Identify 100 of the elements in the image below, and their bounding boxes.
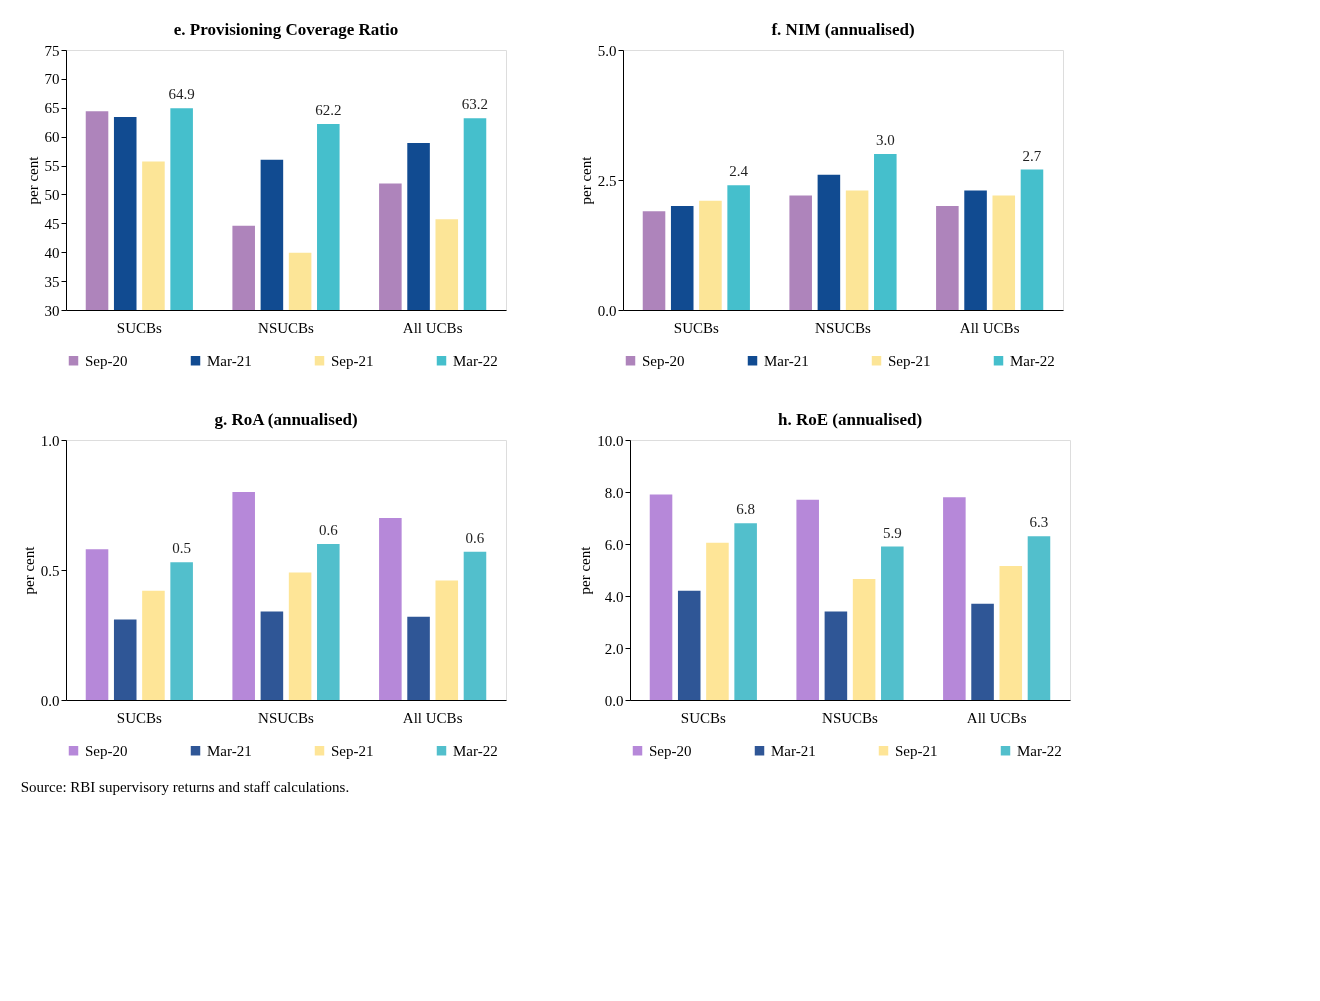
bar: [463, 551, 487, 700]
y-tick-label: 50: [44, 186, 60, 203]
bar: [170, 562, 193, 700]
bar: [649, 494, 673, 700]
bar: [142, 590, 165, 700]
y-tick-label: 30: [44, 302, 60, 319]
y-tick-label: 0.0: [597, 302, 617, 319]
bar: [971, 603, 994, 700]
y-axis-title: per cent: [577, 155, 594, 205]
y-axis-title: per cent: [20, 545, 37, 595]
bar: [817, 174, 841, 310]
y-tick-label: 40: [44, 244, 60, 261]
data-label: 2.4: [729, 163, 749, 180]
y-tick-label: 6.0: [604, 536, 624, 553]
y-tick-label: 8.0: [604, 484, 624, 501]
legend-label: Mar-21: [207, 742, 252, 759]
bar: [727, 185, 750, 310]
bar: [964, 190, 987, 310]
x-tick-label: All UCBs: [959, 319, 1020, 336]
bar: [260, 611, 284, 700]
bar: [677, 590, 701, 700]
chart-title: e. Provisioning Coverage Ratio: [173, 20, 399, 39]
y-tick-label: 60: [44, 129, 60, 146]
y-tick-label: 0.0: [604, 692, 624, 709]
legend-label: Sep-21: [895, 742, 938, 759]
bar: [379, 518, 402, 700]
source-note: Source: RBI supervisory returns and staff calculations.: [20, 778, 350, 795]
y-tick-label: 0.0: [40, 692, 60, 709]
bar: [232, 492, 255, 700]
bar: [796, 499, 819, 700]
y-axis-title: per cent: [577, 545, 594, 595]
bar: [824, 611, 848, 700]
bar: [1027, 536, 1051, 700]
legend-label: Mar-21: [764, 352, 809, 369]
bar: [670, 206, 694, 310]
legend-label: Sep-20: [85, 742, 128, 759]
y-tick-label: 5.0: [597, 42, 617, 59]
y-tick-label: 0.5: [40, 562, 60, 579]
x-tick-label: NSUCBs: [258, 709, 315, 726]
y-tick-label: 10.0: [597, 432, 624, 449]
legend-label: Sep-21: [331, 352, 374, 369]
y-tick-label: 75: [44, 42, 60, 59]
y-axis-title: per cent: [24, 155, 41, 205]
data-label: 64.9: [168, 86, 195, 103]
data-label: 5.9: [882, 524, 902, 541]
data-label: 2.7: [1022, 147, 1042, 164]
bar: [699, 200, 722, 310]
bar: [992, 195, 1016, 310]
bar: [874, 154, 897, 310]
data-label: 62.2: [315, 101, 342, 118]
x-tick-label: All UCBs: [402, 319, 463, 336]
y-tick-label: 2.0: [604, 640, 624, 657]
legend-label: Mar-22: [453, 742, 498, 759]
bar: [943, 497, 966, 700]
data-label: 0.5: [172, 540, 192, 557]
bar: [113, 619, 137, 700]
legend-label: Sep-20: [649, 742, 692, 759]
x-tick-label: All UCBs: [402, 709, 463, 726]
bar: [936, 206, 959, 310]
x-tick-label: NSUCBs: [815, 319, 872, 336]
chart-title: h. RoE (annualised): [777, 410, 923, 429]
data-label: 3.0: [875, 132, 895, 148]
x-tick-label: SUCBs: [680, 709, 726, 726]
bar: [706, 542, 729, 700]
y-tick-label: 35: [44, 273, 60, 290]
chart-title: f. NIM (annualised): [771, 20, 915, 39]
bar: [317, 544, 340, 700]
legend-label: Sep-20: [85, 352, 128, 369]
x-tick-label: All UCBs: [966, 709, 1027, 726]
x-tick-label: SUCBs: [116, 709, 162, 726]
y-tick-label: 45: [44, 215, 60, 232]
bar: [845, 190, 869, 310]
legend-label: Mar-22: [1017, 742, 1062, 759]
x-tick-label: SUCBs: [673, 319, 719, 336]
bar: [435, 580, 459, 700]
bar: [999, 566, 1023, 700]
bar: [288, 572, 312, 700]
y-tick-label: 55: [44, 158, 60, 175]
legend-label: Mar-22: [453, 352, 498, 369]
x-tick-label: NSUCBs: [822, 709, 879, 726]
y-tick-label: 65: [44, 100, 60, 117]
y-tick-label: 70: [44, 71, 60, 88]
x-tick-label: SUCBs: [116, 319, 162, 336]
y-tick-label: 2.5: [597, 172, 617, 189]
legend-label: Mar-21: [207, 352, 252, 369]
bar: [85, 549, 109, 700]
legend-label: Mar-21: [771, 742, 816, 759]
bar: [407, 616, 430, 700]
legend-label: Sep-20: [642, 352, 685, 369]
legend-label: Sep-21: [331, 742, 374, 759]
y-tick-label: 1.0: [40, 432, 60, 449]
data-label: 0.6: [465, 529, 485, 546]
data-label: 6.8: [736, 501, 756, 518]
bar: [1020, 169, 1044, 310]
chart-title: g. RoA (annualised): [214, 410, 358, 429]
legend-label: Mar-22: [1010, 352, 1055, 369]
legend-label: Sep-21: [888, 352, 931, 369]
x-tick-label: NSUCBs: [258, 319, 315, 336]
data-label: 6.3: [1029, 514, 1049, 531]
data-label: 63.2: [461, 96, 489, 113]
